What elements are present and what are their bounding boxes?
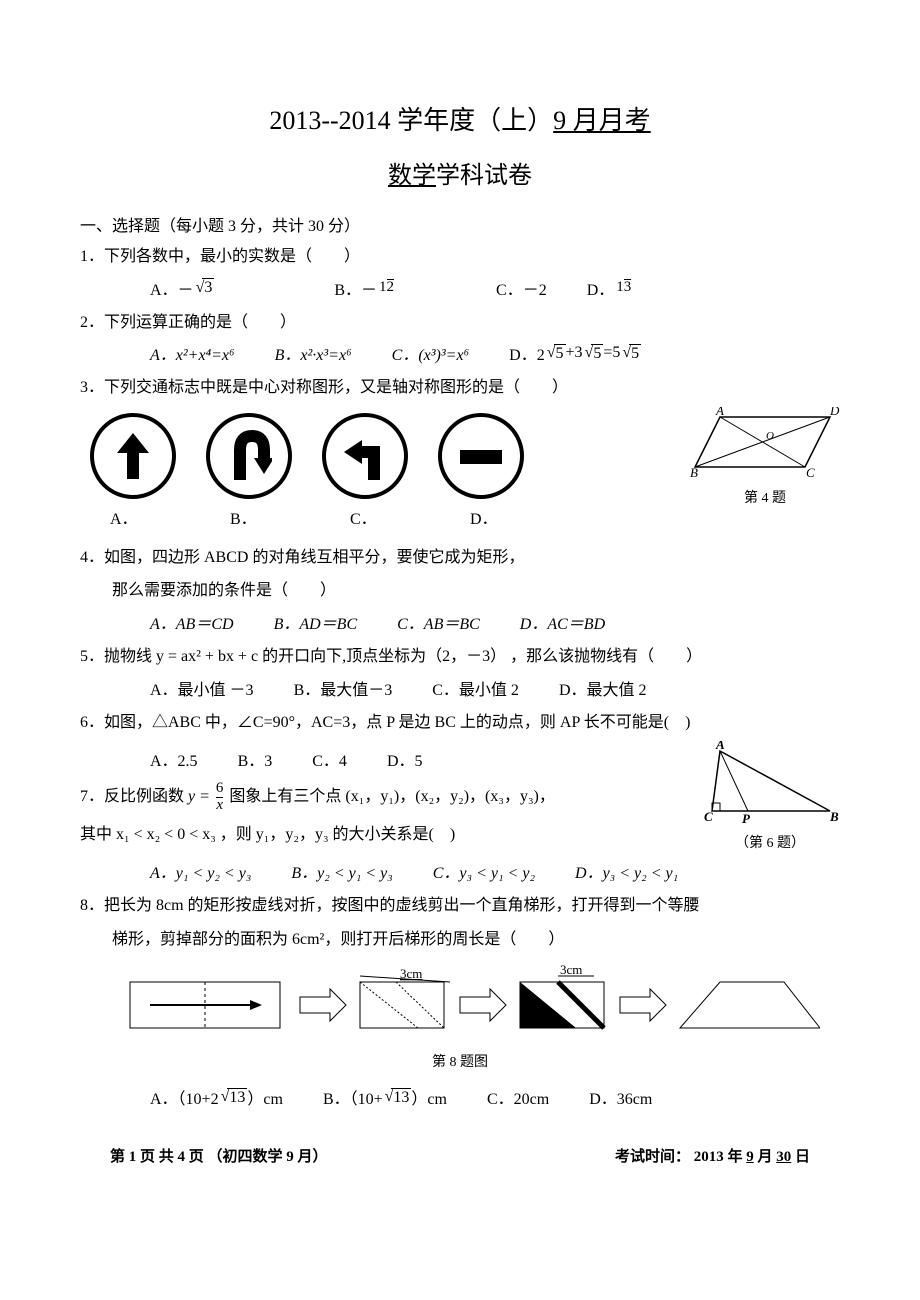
q3-signs-block: A． B． C． D． [80, 407, 560, 537]
q2-b: B．x²·x³=x⁶ [275, 341, 352, 365]
q4-d: D．AC＝BD [520, 610, 605, 634]
exam-page: 2013--2014 学年度（上）9 月月考 数学学科试卷 一、选择题（每小题 … [0, 0, 920, 1206]
q8-figure: 3cm 3cm [120, 962, 840, 1047]
fig-q4: A D B C O 第 4 题 [690, 407, 840, 507]
svg-text:P: P [742, 811, 751, 826]
q7-b: B．y₂ < y₁ < y₃ [291, 859, 392, 883]
svg-text:3cm: 3cm [400, 966, 422, 981]
svg-text:3cm: 3cm [560, 962, 582, 977]
q4-options: A．AB＝CD B．AD＝BC C．AB＝BC D．AC＝BD [150, 610, 840, 634]
q2-c: C．(x³)³=x⁶ [392, 341, 470, 365]
sign-left-turn-icon [322, 413, 408, 499]
svg-text:B: B [829, 809, 839, 824]
svg-text:A: A [715, 407, 724, 418]
fig4-caption: 第 4 题 [690, 487, 840, 507]
q8-b: B．（10+13 ）cm [323, 1085, 447, 1109]
q6-row: A．2.5 B．3 C．4 D．5 7．反比例函数 y = 6x 图象上有三个点… [80, 741, 840, 853]
q7-d: D．y₃ < y₂ < y₁ [575, 859, 678, 883]
q5-options: A．最小值 －3 B．最大值－3 C．最小值 2 D．最大值 2 [150, 676, 840, 700]
q7-options: A．y₁ < y₂ < y₃ B．y₂ < y₁ < y₃ C．y₃ < y₁ … [150, 859, 840, 883]
fig-q6: A B C P （第 6 题） [700, 741, 840, 852]
q1-b: B．－12 [334, 276, 396, 300]
section-heading: 一、选择题（每小题 3 分，共计 30 分） [80, 212, 840, 236]
q6-b: B．3 [238, 747, 273, 771]
q7-stem2: 其中 x₁ < x₂ < 0 < x₃ ，则 y₁，y₂，y₃ 的大小关系是( … [80, 822, 700, 848]
q8-caption: 第 8 题图 [80, 1051, 840, 1071]
q6-c: C．4 [312, 747, 347, 771]
page-footer: 第 1 页 共 4 页 （初四数学 9 月） 考试时间： 2013 年 9 月 … [80, 1145, 840, 1166]
title-line2: 数学学科试卷 [80, 155, 840, 190]
q8-a: A．（10+213 ）cm [150, 1085, 283, 1109]
sign-up-arrow-icon [90, 413, 176, 499]
q1-d: D．13 [587, 276, 634, 300]
q2-options: A．x²+x⁴=x⁶ B．x²·x³=x⁶ C．(x³)³=x⁶ D．25+35… [150, 341, 840, 365]
q5-a: A．最小值 －3 [150, 676, 254, 700]
title-pre: 2013--2014 学年度（上） [269, 106, 553, 135]
svg-text:C: C [704, 809, 713, 824]
q5-c: C．最小值 2 [432, 676, 519, 700]
q3-row: A． B． C． D． A D B C O 第 4 题 [80, 407, 840, 537]
q1-a: A．－3 [150, 276, 214, 300]
parallelogram-icon: A D B C O [690, 407, 840, 482]
q5-stem: 5．抛物线 y = ax² + bx + c 的开口向下,顶点坐标为（2，－3）… [80, 644, 840, 670]
q6-options: A．2.5 B．3 C．4 D．5 [150, 747, 700, 771]
q4-stem1: 4．如图，四边形 ABCD 的对角线互相平分，要使它成为矩形， [80, 545, 840, 571]
svg-text:D: D [829, 407, 840, 418]
svg-text:A: A [715, 741, 725, 752]
q4-c: C．AB＝BC [397, 610, 480, 634]
q3-stem: 3．下列交通标志中既是中心对称图形，又是轴对称图形的是（ ） [80, 375, 840, 401]
footer-right: 考试时间： 2013 年 9 月 30 日 [615, 1145, 810, 1166]
q1-stem: 1．下列各数中，最小的实数是（ ） [80, 244, 840, 270]
title2-u: 数学 [388, 163, 436, 189]
q4-a: A．AB＝CD [150, 610, 234, 634]
title2-rest: 学科试卷 [436, 163, 532, 189]
triangle-icon: A B C P [700, 741, 840, 827]
q8-stem2: 梯形，剪掉部分的面积为 6cm²，则打开后梯形的周长是（ ） [80, 927, 840, 953]
q4-stem2: 那么需要添加的条件是（ ） [80, 578, 840, 604]
q7-a: A．y₁ < y₂ < y₃ [150, 859, 251, 883]
title-line1: 2013--2014 学年度（上）9 月月考 [80, 100, 840, 137]
q1-options: A．－3 B．－12 C．－2 D．13 [150, 276, 840, 300]
q6-d: D．5 [387, 747, 423, 771]
svg-text:B: B [690, 465, 698, 480]
q8-options: A．（10+213 ）cm B．（10+13 ）cm C．20cm D．36cm [150, 1085, 840, 1109]
q5-d: D．最大值 2 [559, 676, 647, 700]
sign-letters: A． B． C． D． [110, 505, 560, 529]
q4-b: B．AD＝BC [274, 610, 358, 634]
q8-d: D．36cm [589, 1085, 652, 1109]
svg-text:O: O [766, 430, 774, 442]
q1-c: C．－2 [496, 276, 547, 300]
q8-c: C．20cm [487, 1085, 549, 1109]
sign-uturn-icon [206, 413, 292, 499]
q2-a: A．x²+x⁴=x⁶ [150, 341, 235, 365]
q7-c: C．y₃ < y₁ < y₂ [433, 859, 535, 883]
q8-stem1: 8．把长为 8cm 的矩形按虚线对折，按图中的虚线剪出一个直角梯形，打开得到一个… [80, 893, 840, 919]
footer-left: 第 1 页 共 4 页 （初四数学 9 月） [110, 1145, 328, 1166]
q6-stem: 6．如图，△ABC 中，∠C=90°，AC=3，点 P 是边 BC 上的动点，则… [80, 710, 840, 736]
q5-b: B．最大值－3 [294, 676, 393, 700]
folding-diagram-icon: 3cm 3cm [120, 962, 820, 1042]
traffic-signs [90, 413, 560, 499]
q2-stem: 2．下列运算正确的是（ ） [80, 310, 840, 336]
q7-stem1: 7．反比例函数 y = 6x 图象上有三个点 (x₁，y₁)，(x₂，y₂)，(… [80, 781, 700, 814]
sign-bar-icon [438, 413, 524, 499]
q2-d: D．25+35=55 [509, 341, 641, 365]
fig6-caption: （第 6 题） [700, 832, 840, 852]
title-u: 9 月月考 [553, 106, 651, 135]
svg-text:C: C [806, 465, 815, 480]
q6-a: A．2.5 [150, 747, 198, 771]
